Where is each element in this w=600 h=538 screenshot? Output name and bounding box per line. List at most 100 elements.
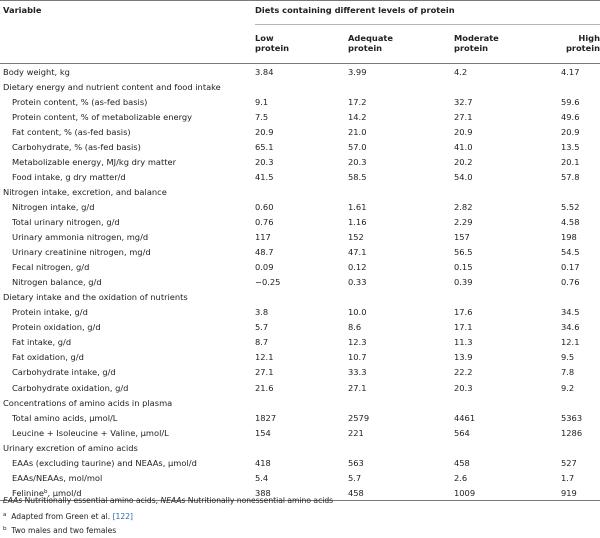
row-label: Metabolizable energy, MJ/kg dry matter: [12, 156, 177, 167]
cell-value: 7.8: [561, 367, 575, 378]
cell-value: 1.61: [348, 201, 367, 212]
cell-value: 20.9: [454, 126, 473, 137]
cell-value: 0.15: [454, 262, 473, 273]
cell-value: 14.2: [348, 111, 367, 122]
table-row: Carbohydrate intake, g/d 27.1 33.3 22.2 7.8: [0, 365, 600, 380]
table-row: Body weight, kg 3.84 3.99 4.2 4.17: [0, 64, 600, 80]
cell-value: 27.1: [454, 111, 473, 122]
cell-value: 919: [561, 485, 600, 502]
cell-value: 5.4: [255, 472, 269, 483]
row-label: Carbohydrate, % (as-fed basis): [12, 141, 141, 152]
cell-value: 154: [255, 427, 271, 438]
cell-value: 4.2: [454, 66, 468, 77]
table-row: Leucine + Isoleucine + Valine, µmol/L 154…: [0, 425, 600, 440]
cell-value: 54.5: [561, 247, 580, 258]
cell-value: 20.3: [255, 156, 274, 167]
cell-value: 34.5: [561, 307, 580, 318]
cell-value: 4.58: [561, 216, 580, 227]
reference-link[interactable]: [122]: [112, 512, 134, 521]
cell-value: 20.3: [454, 382, 473, 393]
section-spacer: [255, 395, 600, 410]
table-row: Fat oxidation, g/d 12.1 10.7 13.9 9.5: [0, 350, 600, 365]
cell-value: 47.1: [348, 247, 367, 258]
row-label: Carbohydrate oxidation, g/d: [12, 382, 129, 393]
cell-value: 59.6: [561, 96, 580, 107]
row-label: Felinineb, µmol/d: [0, 485, 255, 502]
row-label: EAAs (excluding taurine) and NEAAs, µmol…: [12, 457, 197, 468]
table-row: Fecal nitrogen, g/d 0.09 0.12 0.15 0.17: [0, 260, 600, 275]
table-row: Nitrogen intake, g/d 0.60 1.61 2.82 5.52: [0, 199, 600, 214]
table-row: EAAs (excluding taurine) and NEAAs, µmol…: [0, 455, 600, 470]
cell-value: −0.25: [255, 277, 281, 288]
table-row: Protein content, % (as-fed basis) 9.1 17.2…: [0, 94, 600, 109]
table-row: Felinineb, µmol/d 388 458 1009 919: [0, 485, 600, 502]
cell-value: 58.5: [348, 171, 367, 182]
cell-value: 1.7: [561, 472, 575, 483]
row-label: Protein oxidation, g/d: [12, 322, 101, 333]
cell-value: 5.7: [348, 472, 362, 483]
row-label: Body weight, kg: [3, 66, 70, 77]
table-row: Protein oxidation, g/d 5.7 8.6 17.1 34.6: [0, 320, 600, 335]
cell-value: 10.0: [348, 307, 367, 318]
row-label: Urinary ammonia nitrogen, mg/d: [12, 232, 149, 243]
cell-value: 27.1: [255, 367, 274, 378]
cell-value: 20.9: [255, 126, 274, 137]
cell-value: 9.2: [561, 382, 575, 393]
cell-value: 41.0: [454, 141, 473, 152]
row-label: Carbohydrate intake, g/d: [12, 367, 116, 378]
cell-value: 8.6: [348, 322, 362, 333]
cell-value: 20.1: [561, 156, 580, 167]
cell-value: 527: [561, 457, 577, 468]
cell-value: 34.6: [561, 322, 580, 333]
row-label: Fat content, % (as-fed basis): [12, 126, 131, 137]
variable-header: Variable: [0, 0, 255, 60]
cell-value: 8.7: [255, 337, 269, 348]
table-row: EAAs/NEAAs, mol/mol 5.4 5.7 2.6 1.7: [0, 470, 600, 485]
row-label: Leucine + Isoleucine + Valine, µmol/L: [12, 427, 169, 438]
cell-value: 32.7: [454, 96, 473, 107]
cell-value: 17.6: [454, 307, 473, 318]
cell-value: 27.1: [348, 382, 367, 393]
table-row: Total urinary nitrogen, g/d 0.76 1.16 2.29 4…: [0, 214, 600, 229]
section-header-row: Urinary excretion of amino acids: [0, 440, 600, 455]
table-row: Carbohydrate oxidation, g/d 21.6 27.1 20.3 9…: [0, 380, 600, 395]
cell-value: 0.76: [561, 277, 580, 288]
footnote-a: a Adapted from Green et al. [122]: [3, 512, 134, 521]
cell-value: 198: [561, 232, 577, 243]
cell-value: 11.3: [454, 337, 473, 348]
table-row: Protein content, % of metabolizable ener…: [0, 109, 600, 124]
cell-value: 564: [454, 427, 470, 438]
table-row: Nitrogen balance, g/d −0.25 0.33 0.39 0.76: [0, 275, 600, 290]
cell-value: 0.60: [255, 201, 274, 212]
row-label: Protein content, % of metabolizable ener…: [12, 111, 193, 122]
cell-value: 2.6: [454, 472, 468, 483]
row-label: Urinary creatinine nitrogen, mg/d: [12, 247, 151, 258]
row-label: EAAs/NEAAs, mol/mol: [12, 472, 103, 483]
cell-value: 4461: [454, 412, 476, 423]
cell-value: 563: [348, 457, 364, 468]
cell-value: 20.3: [348, 156, 367, 167]
row-label: Protein content, % (as-fed basis): [12, 96, 148, 107]
cell-value: 458: [348, 485, 454, 502]
section-header-row: Nitrogen intake, excretion, and balance: [0, 184, 600, 199]
group-header: Diets containing different levels of pro…: [255, 0, 600, 25]
cell-value: 3.99: [348, 66, 367, 77]
table-row: Urinary creatinine nitrogen, mg/d 48.7 47.…: [0, 245, 600, 260]
cell-value: 0.39: [454, 277, 473, 288]
row-label: Total amino acids, µmol/L: [12, 412, 118, 423]
cell-value: 22.2: [454, 367, 473, 378]
row-label: Nitrogen intake, g/d: [12, 201, 95, 212]
row-label: Protein intake, g/d: [12, 307, 88, 318]
section-header-row: Dietary energy and nutrient content and …: [0, 79, 600, 94]
cell-value: 13.5: [561, 141, 580, 152]
column-header-adequate: Adequate protein: [348, 32, 394, 53]
cell-value: 54.0: [454, 171, 473, 182]
table-row: Total amino acids, µmol/L 1827 2579 4461 536…: [0, 410, 600, 425]
section-header-row: Concentrations of amino acids in plasma: [0, 395, 600, 410]
section-label: Dietary intake and the oxidation of nutr…: [3, 292, 188, 303]
table-row: Urinary ammonia nitrogen, mg/d 117 152 157 1…: [0, 230, 600, 245]
cell-value: 21.6: [255, 382, 274, 393]
cell-value: 0.76: [255, 216, 274, 227]
table-row: Food intake, g dry matter/d 41.5 58.5 54.0 5…: [0, 169, 600, 184]
